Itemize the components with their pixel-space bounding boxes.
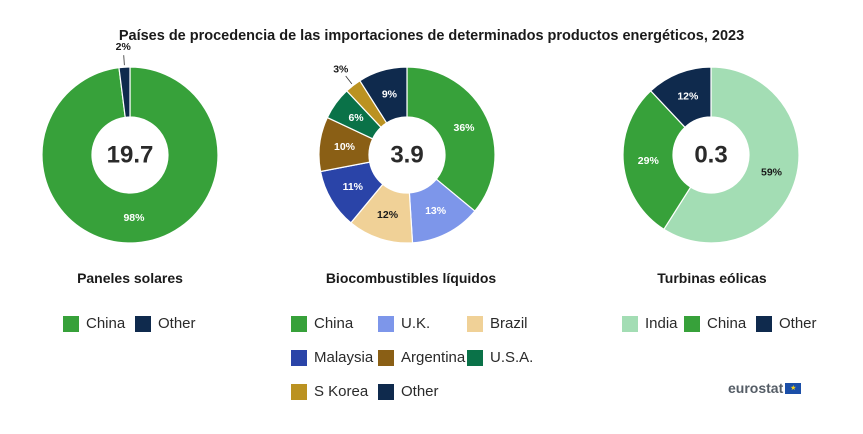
- legend-swatch: [135, 315, 151, 332]
- legend-item-s-korea: S Korea: [291, 383, 368, 400]
- legend-swatch: [378, 383, 394, 400]
- slice-other: [649, 66, 712, 129]
- legend-label: U.S.A.: [490, 349, 534, 366]
- data-label-u-s-a: 6%: [348, 112, 364, 124]
- chart-title-paneles-solares: Paneles solares: [77, 270, 183, 286]
- data-label-china: 98%: [123, 212, 145, 224]
- legend-label: Brazil: [490, 315, 528, 332]
- legend-swatch: [684, 315, 700, 332]
- legend-label: Other: [158, 315, 196, 332]
- chart-title-turbinas-eolicas: Turbinas eólicas: [657, 270, 767, 286]
- legend-swatch: [291, 383, 307, 400]
- legend-item-other: Other: [378, 383, 439, 400]
- data-label-india: 59%: [761, 167, 783, 179]
- legend-label: U.K.: [401, 315, 431, 332]
- chart-title-biocombustibles: Biocombustibles líquidos: [325, 270, 497, 286]
- legend-label: China: [707, 315, 747, 332]
- legend-item-u-s-a: U.S.A.: [467, 349, 533, 366]
- center-value: 19.7: [107, 142, 154, 169]
- legend-item-brazil: Brazil: [467, 315, 528, 332]
- center-value: 0.3: [694, 142, 727, 169]
- data-label-s-korea: 3%: [333, 64, 349, 76]
- donut-chart-biocombustibles: 36% 13% 12% 11% 10% 6% 3% 9% 3.9: [318, 64, 496, 244]
- data-label-china: 36%: [453, 122, 475, 134]
- slice-other: [118, 66, 131, 118]
- legend-label: Argentina: [401, 349, 466, 366]
- leader-line-s-korea: [345, 75, 353, 85]
- center-value: 3.9: [390, 142, 423, 169]
- data-label-argentina: 10%: [334, 141, 356, 153]
- legend-swatch: [467, 315, 483, 332]
- data-label-malaysia: 11%: [343, 181, 364, 193]
- legend-item-india: India: [622, 315, 678, 332]
- legend-swatch: [378, 315, 394, 332]
- legend-swatch: [291, 349, 307, 366]
- legend-label: India: [645, 315, 678, 332]
- legend-label: China: [314, 315, 354, 332]
- legend-item-other: Other: [135, 315, 196, 332]
- donut-chart-paneles-solares: 98% 2% 19.7: [41, 41, 219, 244]
- eurostat-logo: eurostat ★: [728, 380, 802, 396]
- legend-item-china: China: [63, 315, 125, 332]
- legend-swatch: [291, 315, 307, 332]
- slice-india: [663, 66, 800, 244]
- data-label-other: 9%: [382, 89, 398, 101]
- legend-swatch: [63, 315, 79, 332]
- legend-swatch: [467, 349, 483, 366]
- legend-label: Other: [779, 315, 817, 332]
- eu-flag-icon: ★: [785, 382, 802, 394]
- slice-china: [41, 66, 219, 244]
- legend-label: Other: [401, 383, 439, 400]
- legend-item-china: China: [684, 315, 746, 332]
- data-label-u-k: 13%: [425, 205, 447, 217]
- data-label-other: 12%: [677, 90, 699, 102]
- legend-item-china: China: [291, 315, 353, 332]
- slice-china: [622, 90, 692, 231]
- legend-swatch: [378, 349, 394, 366]
- data-label-other: 2%: [116, 41, 132, 53]
- legend-label: S Korea: [314, 383, 369, 400]
- chart-title: Países de procedencia de las importacion…: [118, 28, 745, 44]
- legend-swatch: [622, 315, 638, 332]
- legend-item-other: Other: [756, 315, 817, 332]
- data-label-brazil: 12%: [377, 209, 399, 221]
- slice-other: [359, 66, 408, 124]
- legend-label: Malaysia: [314, 349, 374, 366]
- data-label-china: 29%: [638, 155, 660, 167]
- legend-item-argentina: Argentina: [378, 349, 465, 366]
- slice-china: [406, 66, 496, 212]
- legend-label: China: [86, 315, 126, 332]
- legend-swatch: [756, 315, 772, 332]
- eurostat-logo-text: eurostat: [728, 380, 784, 396]
- leader-line-other: [123, 55, 125, 66]
- donut-chart-turbinas-eolicas: 59% 29% 12% 0.3: [622, 66, 800, 244]
- legend-item-malaysia: Malaysia: [291, 349, 373, 366]
- legend-item-u-k: U.K.: [378, 315, 430, 332]
